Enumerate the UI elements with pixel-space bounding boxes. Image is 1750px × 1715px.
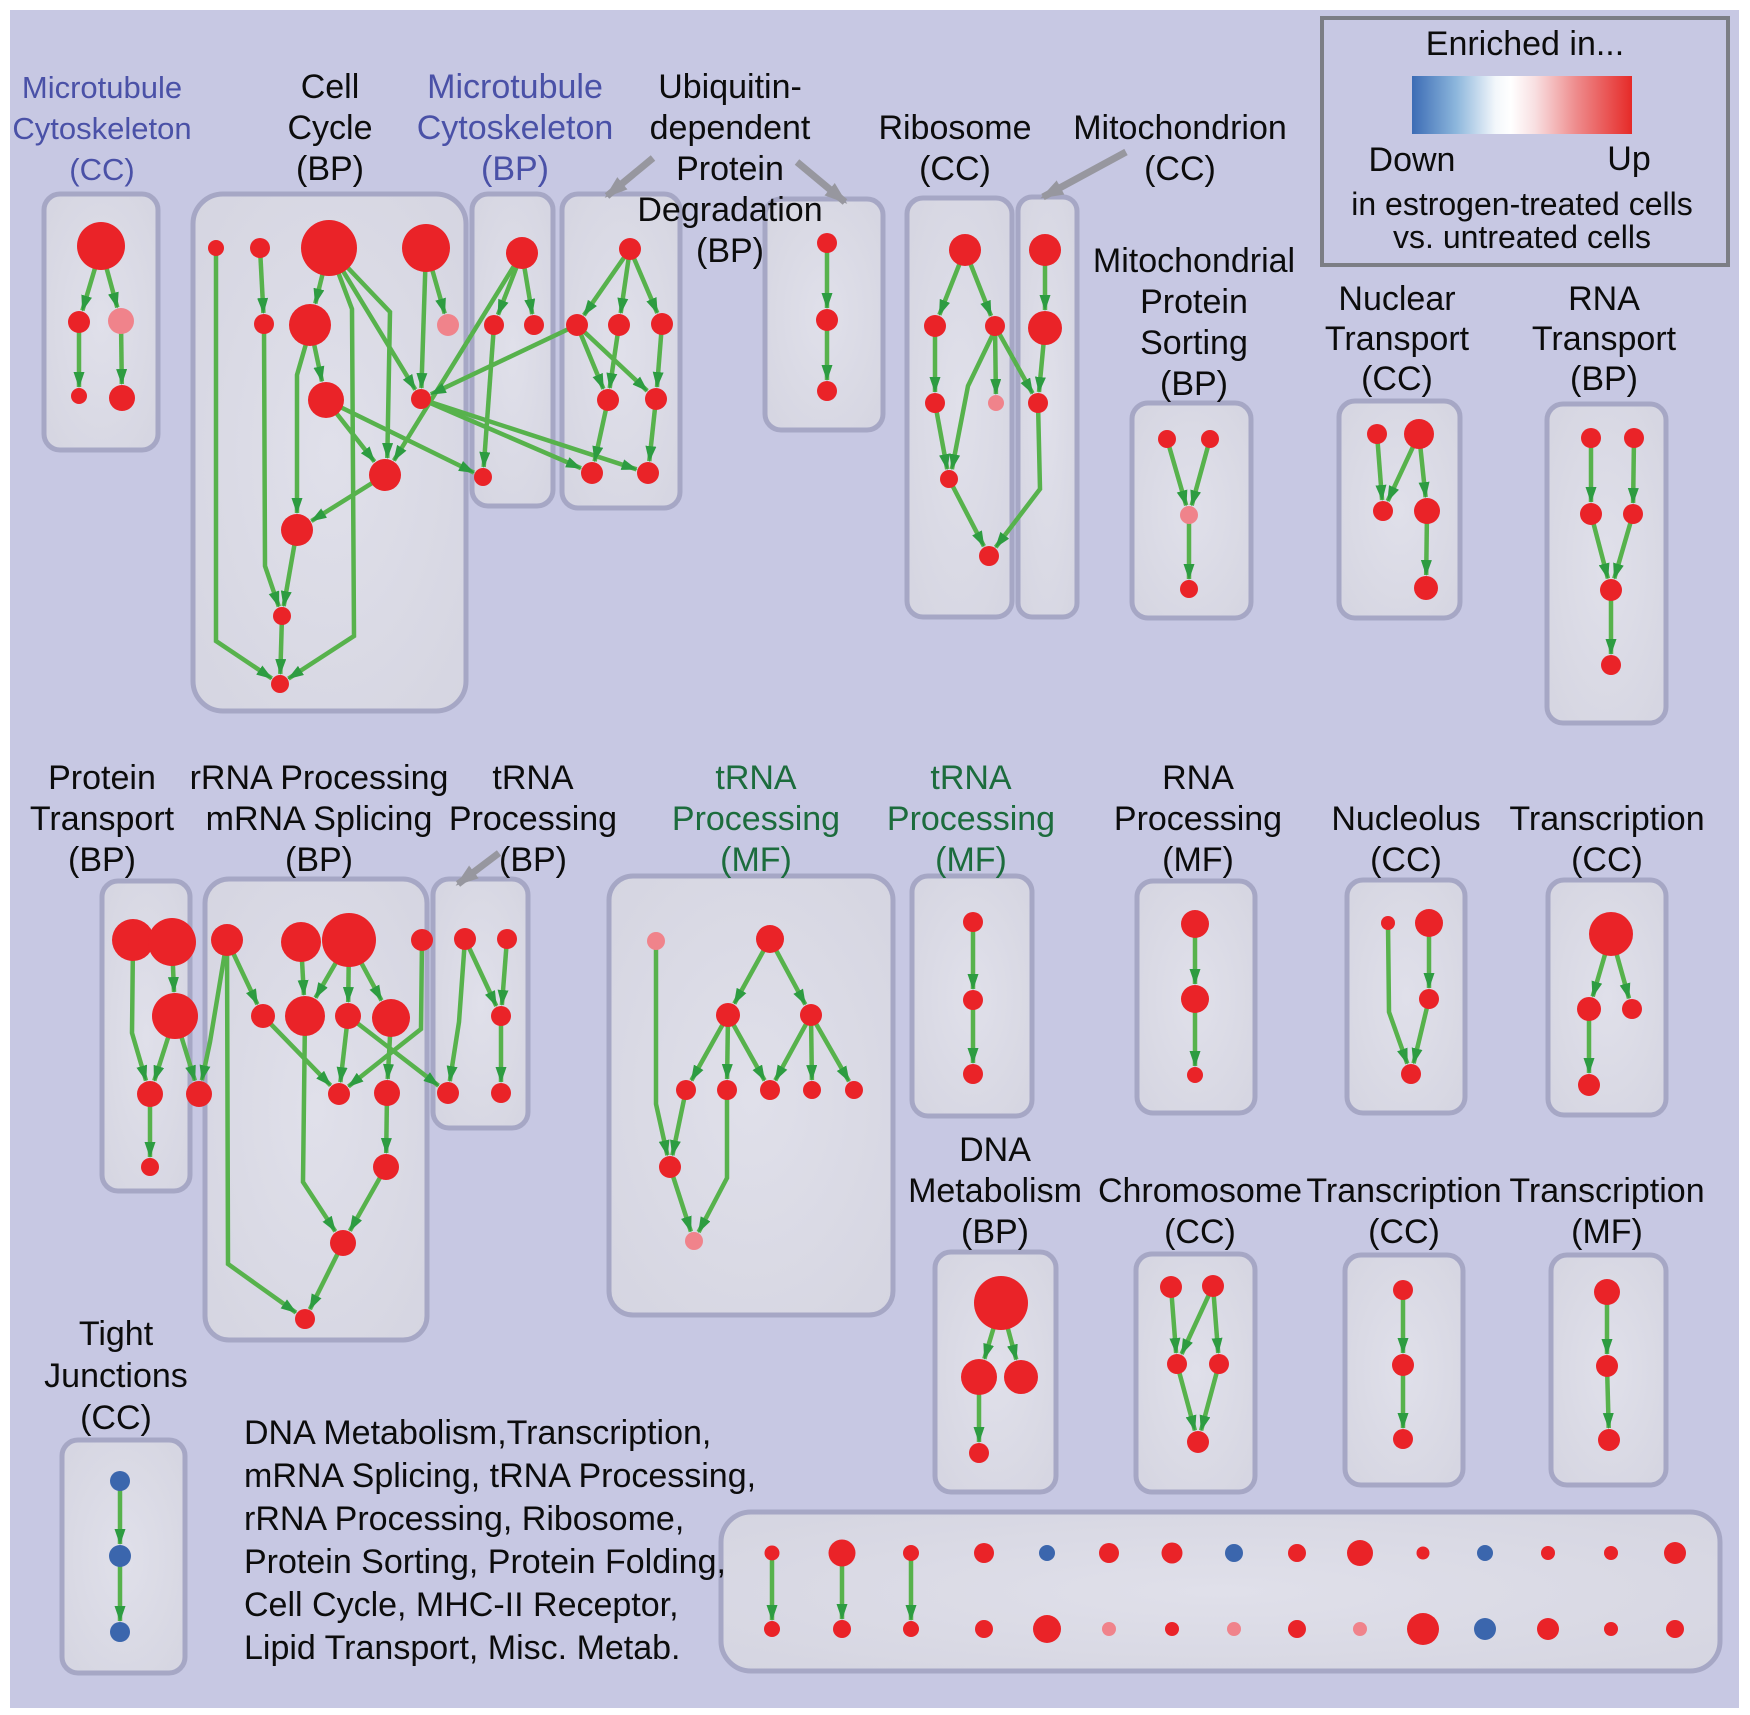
svg-text:tRNA: tRNA [715, 759, 797, 797]
svg-text:Microtubule: Microtubule [427, 68, 603, 106]
svg-text:Processing: Processing [672, 800, 840, 838]
svg-text:in estrogen-treated cells: in estrogen-treated cells [1351, 186, 1693, 222]
svg-text:Cell Cycle, MHC-II Receptor,: Cell Cycle, MHC-II Receptor, [244, 1586, 679, 1624]
svg-text:Protein: Protein [1140, 283, 1248, 321]
svg-text:Ubiquitin-: Ubiquitin- [658, 68, 802, 106]
svg-text:Cell: Cell [301, 68, 360, 106]
svg-text:Transcription: Transcription [1306, 1172, 1501, 1210]
svg-text:(MF): (MF) [720, 841, 792, 879]
svg-text:DNA Metabolism,Transcription,: DNA Metabolism,Transcription, [244, 1414, 711, 1452]
svg-text:mRNA Splicing: mRNA Splicing [206, 800, 433, 838]
svg-text:(BP): (BP) [68, 841, 136, 879]
svg-text:Processing: Processing [449, 800, 617, 838]
svg-text:Metabolism: Metabolism [908, 1172, 1082, 1210]
svg-text:Nucleolus: Nucleolus [1331, 800, 1480, 838]
svg-text:Protein Sorting, Protein Foldi: Protein Sorting, Protein Folding, [244, 1543, 726, 1581]
svg-text:Transport: Transport [1532, 320, 1677, 358]
svg-text:Cytoskeleton: Cytoskeleton [417, 109, 614, 147]
svg-text:(BP): (BP) [1160, 365, 1228, 403]
svg-text:tRNA: tRNA [492, 759, 574, 797]
svg-text:mRNA Splicing, tRNA Processing: mRNA Splicing, tRNA Processing, [244, 1457, 756, 1495]
svg-text:DNA: DNA [959, 1131, 1031, 1169]
svg-text:Cytoskeleton: Cytoskeleton [12, 111, 191, 146]
svg-text:Processing: Processing [1114, 800, 1282, 838]
svg-text:Chromosome: Chromosome [1098, 1172, 1302, 1210]
svg-text:(CC): (CC) [1571, 841, 1643, 879]
svg-text:Transport: Transport [30, 800, 175, 838]
svg-text:Cycle: Cycle [287, 109, 372, 147]
svg-text:(MF): (MF) [1162, 841, 1234, 879]
svg-text:rRNA Processing: rRNA Processing [190, 759, 449, 797]
svg-text:(CC): (CC) [80, 1399, 152, 1437]
svg-text:Up: Up [1607, 140, 1650, 178]
svg-text:(MF): (MF) [1571, 1213, 1643, 1251]
svg-text:(BP): (BP) [696, 232, 764, 270]
svg-text:RNA: RNA [1162, 759, 1234, 797]
svg-text:(CC): (CC) [1370, 841, 1442, 879]
svg-text:(MF): (MF) [935, 841, 1007, 879]
svg-text:(CC): (CC) [1368, 1213, 1440, 1251]
svg-text:Processing: Processing [887, 800, 1055, 838]
svg-text:Protein: Protein [48, 759, 156, 797]
svg-text:vs. untreated cells: vs. untreated cells [1393, 219, 1651, 255]
svg-text:Transcription: Transcription [1509, 1172, 1704, 1210]
svg-text:Mitochondrial: Mitochondrial [1093, 242, 1295, 280]
svg-text:Tight: Tight [79, 1315, 154, 1353]
svg-text:(CC): (CC) [1144, 150, 1216, 188]
svg-text:(CC): (CC) [1361, 360, 1433, 398]
svg-text:(CC): (CC) [69, 152, 134, 187]
svg-text:Transcription: Transcription [1509, 800, 1704, 838]
svg-text:tRNA: tRNA [930, 759, 1012, 797]
svg-text:(BP): (BP) [499, 841, 567, 879]
svg-text:(BP): (BP) [481, 150, 549, 188]
svg-text:RNA: RNA [1568, 280, 1640, 318]
svg-text:Degradation: Degradation [637, 191, 822, 229]
svg-text:(BP): (BP) [285, 841, 353, 879]
svg-text:rRNA Processing, Ribosome,: rRNA Processing, Ribosome, [244, 1500, 684, 1538]
svg-text:Transport: Transport [1325, 320, 1470, 358]
svg-text:Down: Down [1369, 141, 1456, 179]
svg-text:Nuclear: Nuclear [1338, 280, 1455, 318]
svg-text:(BP): (BP) [961, 1213, 1029, 1251]
svg-text:Lipid Transport, Misc. Metab.: Lipid Transport, Misc. Metab. [244, 1629, 681, 1667]
svg-text:Microtubule: Microtubule [22, 70, 182, 105]
svg-text:Ribosome: Ribosome [878, 109, 1031, 147]
svg-text:(BP): (BP) [296, 150, 364, 188]
svg-text:dependent: dependent [650, 109, 811, 147]
svg-text:(BP): (BP) [1570, 360, 1638, 398]
svg-text:Sorting: Sorting [1140, 324, 1248, 362]
svg-text:(CC): (CC) [919, 150, 991, 188]
svg-text:Junctions: Junctions [44, 1357, 188, 1395]
svg-text:Mitochondrion: Mitochondrion [1073, 109, 1287, 147]
svg-text:Protein: Protein [676, 150, 784, 188]
svg-text:(CC): (CC) [1164, 1213, 1236, 1251]
svg-text:Enriched in...: Enriched in... [1426, 25, 1624, 63]
